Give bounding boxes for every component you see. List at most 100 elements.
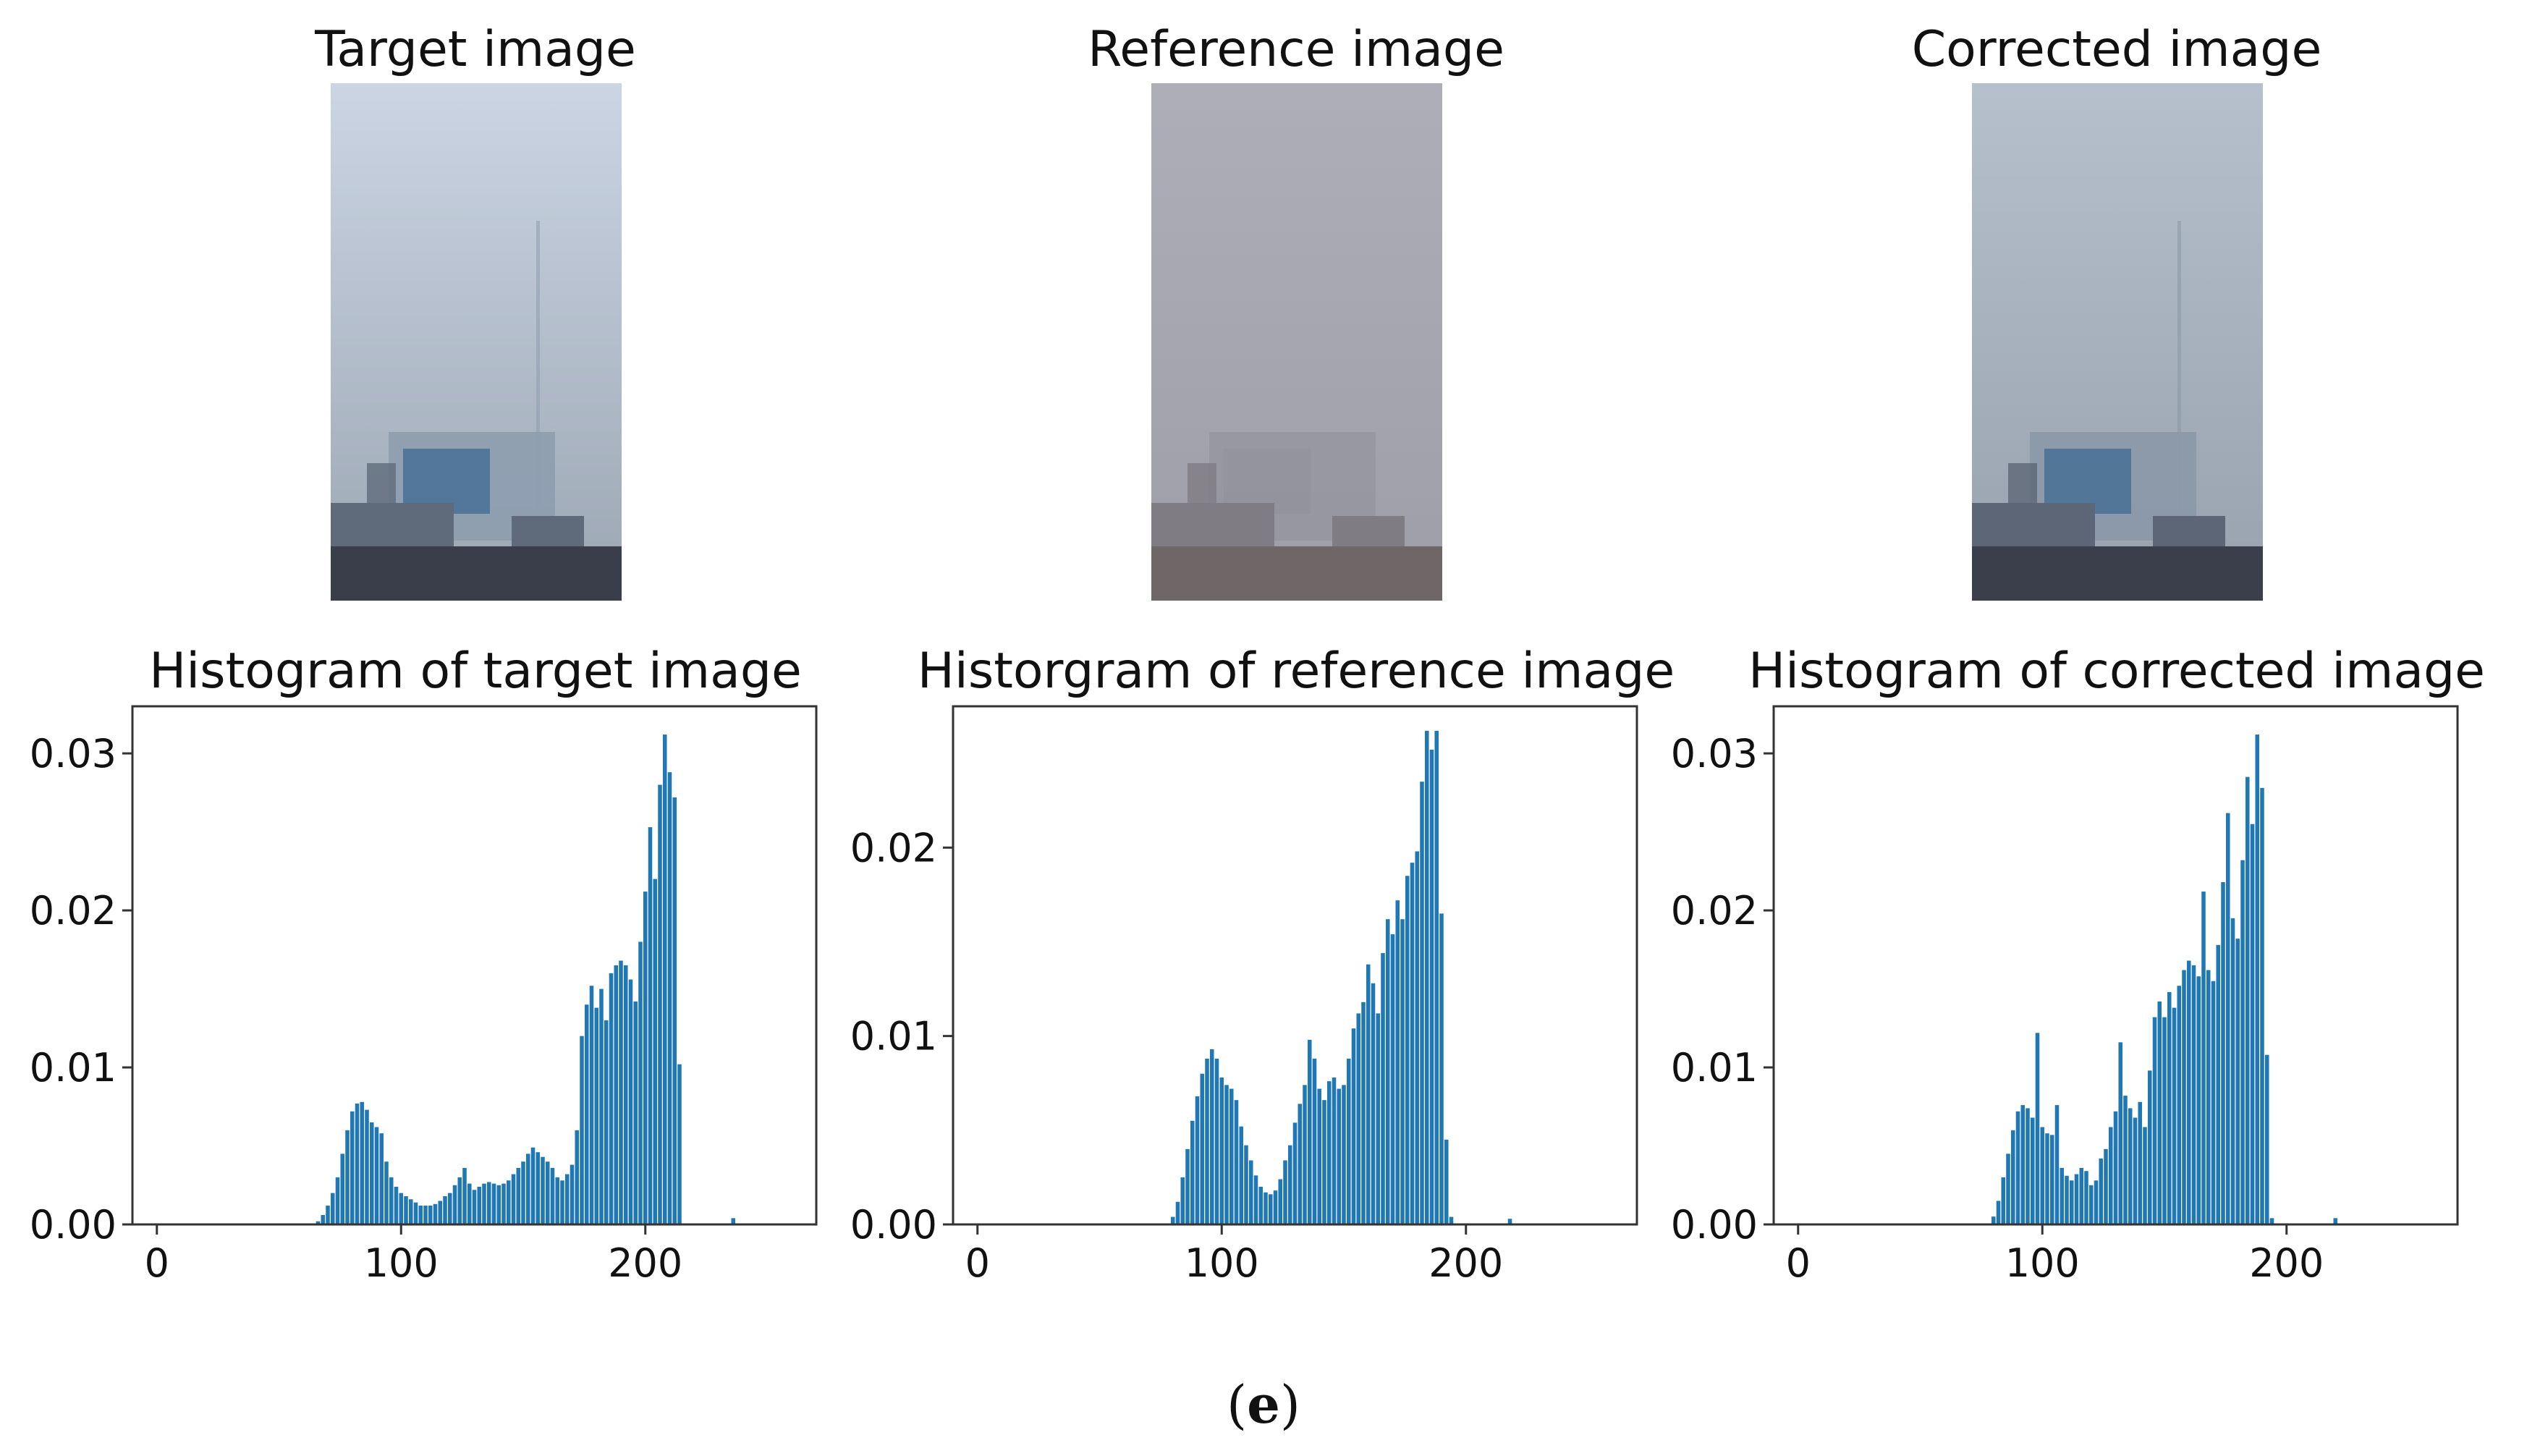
histogram-bar — [570, 1164, 575, 1224]
histogram-bar — [584, 1004, 589, 1224]
histogram-plot-reference: 0 100 200 0.00 0.01 0.02 — [850, 705, 1638, 1286]
histogram-bar — [1434, 730, 1439, 1224]
histogram-bar — [2104, 1148, 2108, 1224]
histogram-bar — [731, 1218, 736, 1224]
histogram-bar — [628, 979, 633, 1224]
histogram-bar — [482, 1183, 486, 1224]
histogram-bar — [2138, 1101, 2143, 1224]
histogram-panel-reference: Historgram of reference image 0 100 200 0.0… — [850, 643, 1675, 1286]
histogram-bar — [428, 1205, 433, 1224]
histogram-bar — [1444, 1139, 1449, 1224]
histogram-bar — [2065, 1175, 2069, 1224]
axes-frame — [131, 705, 818, 1226]
y-tick-label: 0.00 — [850, 1202, 937, 1248]
histogram-bar — [2040, 1127, 2045, 1224]
histogram-bar — [2118, 1042, 2123, 1224]
histogram-bar — [413, 1202, 418, 1224]
x-tick-label: 100 — [364, 1240, 439, 1286]
histogram-bar — [2152, 1017, 2157, 1224]
histogram-bar — [619, 960, 623, 1224]
photo-ground — [1151, 546, 1442, 601]
axes-frame — [1772, 705, 2459, 1226]
histogram-bar — [2015, 1111, 2020, 1224]
histogram-bar — [511, 1174, 516, 1224]
histogram-bar — [633, 1001, 638, 1224]
histogram-bar — [2099, 1158, 2104, 1224]
histogram-bar — [1385, 919, 1390, 1224]
histogram-bar — [2182, 970, 2186, 1224]
histogram-bar — [2260, 787, 2264, 1224]
histogram-bar — [2201, 892, 2206, 1224]
axes-frame — [952, 705, 1638, 1226]
histogram-bar — [2264, 1054, 2269, 1224]
histogram-bar — [1287, 1145, 1292, 1224]
histogram-bar — [2186, 960, 2191, 1224]
histogram-bar — [2230, 918, 2235, 1224]
histogram-bar — [609, 973, 614, 1224]
histogram-bar — [1449, 1216, 1454, 1224]
histogram-bar — [1322, 1100, 1326, 1224]
histogram-bar — [438, 1201, 443, 1224]
histogram-bar — [2054, 1105, 2060, 1224]
histogram-bar — [2094, 1180, 2099, 1224]
histogram-bar — [2026, 1108, 2030, 1224]
histogram-bar — [2143, 1127, 2147, 1224]
histogram-bar — [384, 1161, 389, 1224]
histogram-bar — [2108, 1127, 2113, 1224]
histogram-bar — [2030, 1117, 2035, 1224]
histogram-bar — [457, 1177, 462, 1224]
histogram-bar — [2123, 1096, 2128, 1224]
histogram-bar — [2049, 1135, 2054, 1224]
histogram-plot-corrected: 0 100 200 0.00 0.01 0.02 0.03 — [1671, 705, 2459, 1286]
histogram-bar — [2269, 1218, 2274, 1224]
x-tick-label: 100 — [1185, 1240, 1259, 1286]
histogram-bar — [345, 1130, 350, 1224]
histogram-bar — [2084, 1171, 2088, 1224]
histogram-bar — [1332, 1077, 1337, 1224]
histogram-bar — [1439, 913, 1444, 1224]
histogram-bar — [2147, 1070, 2152, 1224]
y-tick-label: 0.00 — [30, 1202, 117, 1248]
histogram-bar — [2211, 981, 2216, 1224]
histogram-bar — [580, 1036, 584, 1224]
histogram-bar — [1268, 1194, 1273, 1224]
histogram-bar — [677, 1064, 682, 1224]
histogram-bar — [1205, 1058, 1209, 1224]
histogram-bar — [1307, 1039, 1312, 1224]
histogram-bar — [2045, 1133, 2049, 1224]
histogram-bar — [2250, 824, 2255, 1224]
histogram-bar — [516, 1167, 521, 1224]
histogram-bar — [594, 1007, 599, 1224]
x-tick-label: 200 — [608, 1240, 682, 1286]
y-tick-label: 0.02 — [30, 888, 117, 934]
histogram-bar — [2010, 1130, 2015, 1224]
histogram-bar — [1224, 1085, 1229, 1224]
photo-chimney — [2177, 221, 2181, 510]
image-panel-target: Target image — [314, 21, 636, 601]
histogram-bar — [564, 1174, 570, 1224]
histogram-bar — [2088, 1185, 2094, 1224]
y-tick-label: 0.03 — [1671, 731, 1758, 776]
histogram-bar — [1200, 1073, 1205, 1224]
histogram-bar — [330, 1193, 335, 1224]
histogram-bar — [321, 1214, 326, 1224]
histogram-bar — [1209, 1049, 1214, 1224]
histogram-bar — [2206, 970, 2211, 1224]
histogram-bar — [1381, 953, 1385, 1224]
histogram-bar — [394, 1186, 399, 1224]
histogram-bar — [2006, 1154, 2010, 1224]
histogram-bar — [1410, 863, 1415, 1224]
image-title-corrected: Corrected image — [1912, 21, 2322, 78]
histogram-bar — [374, 1127, 379, 1224]
histogram-bar — [2128, 1108, 2133, 1224]
histogram-bar — [2196, 976, 2201, 1224]
histogram-bar — [2225, 813, 2230, 1224]
histogram-bar — [1371, 983, 1376, 1224]
histogram-bar — [2221, 882, 2225, 1224]
histogram-bar — [1390, 934, 1395, 1224]
histogram-bar — [1996, 1201, 2001, 1224]
histogram-bar — [648, 827, 653, 1224]
caption-letter: e — [1247, 1374, 1280, 1435]
histogram-bar — [1400, 919, 1405, 1224]
histogram-bar — [560, 1180, 564, 1224]
